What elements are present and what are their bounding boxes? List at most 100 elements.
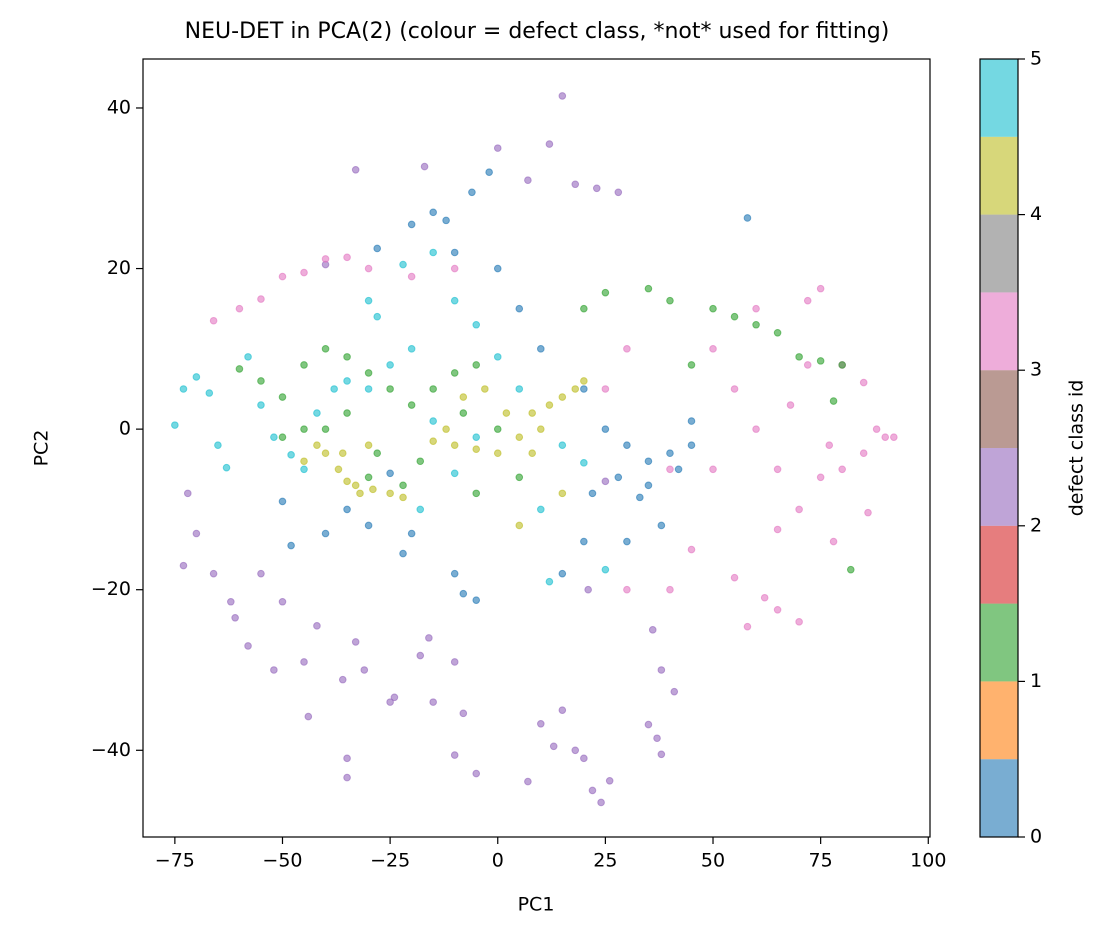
point — [528, 409, 536, 417]
point — [351, 638, 360, 646]
x-tick-label: 75 — [809, 850, 833, 872]
point — [343, 409, 351, 417]
y-tick-label: 0 — [119, 418, 131, 440]
point — [537, 425, 545, 433]
point — [386, 698, 394, 706]
colorbar-segment — [980, 681, 1018, 760]
x-tick-label: 100 — [910, 850, 946, 872]
x-axis-label: PC1 — [518, 894, 555, 916]
point — [648, 626, 657, 634]
point — [351, 481, 360, 490]
colorbar-tick-label: 5 — [1030, 48, 1042, 70]
point — [773, 328, 782, 337]
y-tick-label: −40 — [91, 739, 131, 761]
point — [644, 284, 653, 293]
point — [407, 345, 416, 353]
point — [278, 393, 287, 401]
point — [623, 441, 631, 449]
point — [416, 505, 425, 514]
point — [278, 272, 287, 281]
point — [580, 459, 588, 467]
point — [222, 463, 231, 472]
point — [300, 465, 308, 474]
point — [601, 425, 610, 433]
y-axis-label: PC2 — [31, 430, 53, 467]
point — [859, 378, 868, 387]
colorbar-segment — [980, 448, 1018, 526]
point — [209, 569, 218, 578]
point — [429, 248, 437, 257]
point — [558, 489, 567, 498]
point — [360, 666, 369, 674]
colorbar-segment — [980, 136, 1018, 215]
point — [192, 373, 201, 381]
point — [459, 409, 468, 417]
point — [829, 537, 838, 546]
point — [278, 597, 287, 606]
point — [709, 465, 717, 474]
point — [270, 433, 278, 441]
point — [653, 734, 661, 743]
point — [588, 786, 597, 795]
point — [351, 165, 360, 174]
point — [580, 754, 588, 763]
point — [709, 345, 717, 353]
point — [687, 417, 696, 425]
point — [816, 284, 825, 293]
point — [321, 449, 330, 458]
point — [580, 385, 588, 393]
colorbar-segment — [980, 370, 1018, 448]
point — [450, 569, 459, 578]
point — [244, 353, 252, 361]
point — [592, 184, 601, 193]
point — [846, 565, 855, 574]
point — [601, 565, 610, 574]
point — [373, 312, 382, 321]
point — [752, 304, 760, 313]
point — [472, 769, 481, 778]
point — [666, 449, 674, 458]
point — [872, 425, 881, 433]
point — [313, 409, 321, 417]
point — [244, 642, 252, 650]
point — [558, 92, 567, 100]
plot-frame — [142, 58, 931, 838]
point — [257, 401, 265, 409]
point — [666, 296, 674, 305]
point — [864, 508, 872, 517]
point — [386, 469, 394, 478]
point — [304, 712, 313, 721]
colorbar-segment — [980, 214, 1018, 293]
point — [300, 425, 308, 433]
colorbar-frame — [979, 58, 1019, 838]
point — [623, 345, 631, 353]
point — [407, 529, 416, 538]
point — [300, 658, 308, 666]
point — [524, 777, 532, 786]
point — [481, 385, 489, 393]
point — [369, 485, 377, 494]
point — [773, 605, 782, 614]
point — [558, 569, 567, 578]
point — [364, 264, 373, 273]
point — [584, 585, 592, 594]
point — [709, 304, 717, 313]
colorbar-segment — [980, 759, 1018, 837]
point — [472, 433, 481, 441]
point — [450, 658, 459, 666]
point — [657, 666, 666, 674]
point — [356, 489, 364, 498]
point — [227, 597, 235, 606]
point — [571, 385, 580, 393]
point — [605, 776, 614, 785]
colorbar-segment — [980, 292, 1018, 371]
point — [364, 473, 373, 482]
point — [429, 437, 437, 445]
point — [472, 445, 481, 454]
point — [816, 357, 825, 365]
point — [442, 216, 450, 225]
point — [545, 401, 554, 409]
point — [803, 296, 812, 305]
point — [890, 433, 898, 441]
x-tick-label: −25 — [370, 850, 410, 872]
